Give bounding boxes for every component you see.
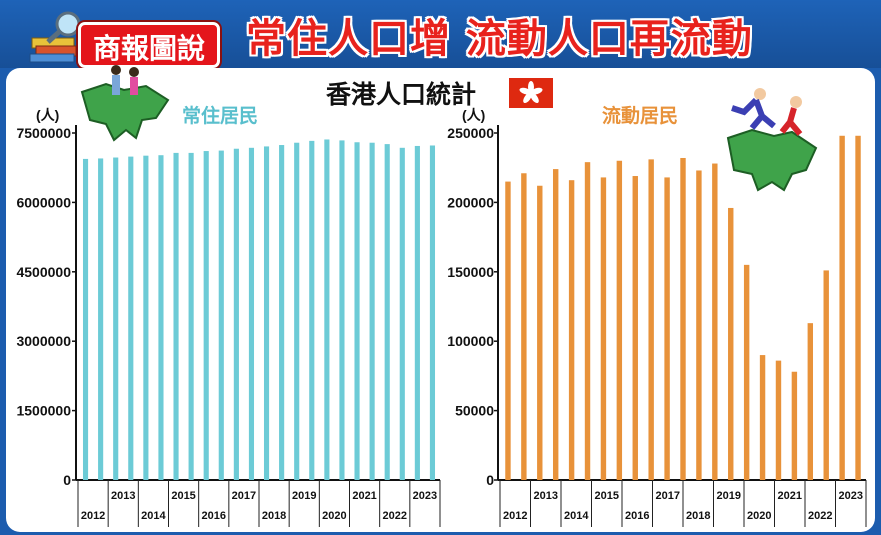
headline: 常住人口增 流動人口再流動	[246, 16, 753, 62]
x-tick-label: 2018	[686, 510, 710, 522]
bar	[98, 158, 104, 481]
y-tick-label: 4500000	[16, 264, 71, 280]
x-tick-label: 2021	[352, 490, 376, 502]
x-tick-label: 2017	[656, 490, 680, 502]
bar	[218, 150, 224, 480]
news-badge-icon	[29, 11, 81, 63]
x-tick-label: 2012	[503, 510, 527, 522]
y-axis-label: (人)	[36, 107, 59, 123]
x-tick-label: 2013	[534, 490, 558, 502]
y-tick-label: 7500000	[16, 125, 71, 141]
x-tick-label: 2014	[141, 510, 166, 522]
y-tick-label: 6000000	[16, 194, 71, 210]
y-axis-label: (人)	[462, 107, 485, 123]
bar	[680, 157, 686, 480]
bar	[807, 323, 814, 480]
y-tick-label: 3000000	[16, 333, 71, 349]
bar	[414, 145, 420, 481]
y-tick-label: 100000	[447, 333, 494, 349]
x-tick-label: 2020	[747, 510, 771, 522]
bar	[233, 148, 239, 481]
bar	[128, 156, 134, 480]
bar	[82, 158, 89, 480]
bar	[584, 162, 591, 480]
bar	[568, 180, 575, 480]
bar	[113, 157, 119, 480]
bar	[309, 140, 315, 480]
bar	[728, 207, 734, 480]
x-tick-label: 2020	[322, 510, 346, 522]
chart-title: 流動居民	[602, 104, 678, 127]
bar	[429, 145, 436, 480]
bar	[839, 135, 845, 480]
bar	[759, 355, 766, 480]
x-tick-label: 2014	[564, 510, 589, 522]
bar	[505, 181, 511, 480]
bar	[173, 152, 179, 481]
bar	[369, 142, 375, 480]
bar	[855, 135, 861, 480]
bar	[203, 151, 209, 480]
x-tick-label: 2015	[595, 490, 619, 502]
bar	[696, 170, 702, 480]
y-tick-label: 0	[486, 472, 494, 488]
bar	[743, 264, 750, 480]
bar	[279, 145, 285, 480]
bar	[537, 185, 543, 480]
x-tick-label: 2018	[262, 510, 286, 522]
bar	[339, 140, 345, 481]
bar	[664, 177, 670, 480]
x-tick-label: 2021	[778, 490, 802, 502]
bar	[248, 147, 255, 480]
bar	[632, 176, 638, 480]
hong-kong-flag-icon	[509, 78, 553, 108]
x-tick-label: 2016	[202, 510, 226, 522]
bar	[188, 152, 194, 481]
bar	[143, 155, 149, 481]
x-tick-label: 2013	[111, 490, 135, 502]
bar	[324, 139, 330, 480]
x-tick-label: 2015	[171, 490, 195, 502]
x-tick-label: 2019	[717, 490, 741, 502]
bar	[616, 160, 623, 480]
bar	[521, 173, 527, 480]
y-tick-label: 250000	[447, 125, 494, 141]
running-figures-icon	[726, 88, 818, 192]
x-tick-label: 2022	[383, 510, 407, 522]
bar	[791, 371, 798, 480]
bar	[648, 159, 654, 480]
bar	[158, 155, 164, 480]
bar	[294, 142, 300, 480]
x-tick-label: 2012	[81, 510, 105, 522]
page-title: 香港人口統計	[326, 80, 477, 109]
x-tick-label: 2016	[625, 510, 649, 522]
x-tick-label: 2017	[232, 490, 256, 502]
bar	[263, 146, 270, 480]
bar	[600, 177, 607, 480]
y-tick-label: 50000	[455, 403, 494, 419]
y-tick-label: 150000	[447, 264, 494, 280]
bar	[775, 360, 782, 480]
bar	[712, 163, 718, 480]
news-badge: 商報圖說	[78, 22, 220, 68]
bar	[354, 142, 360, 480]
x-tick-label: 2023	[839, 490, 863, 502]
x-tick-label: 2023	[413, 490, 437, 502]
map-figures-icon	[80, 65, 170, 142]
badge-label: 商報圖說	[92, 32, 205, 65]
x-tick-label: 2019	[292, 490, 316, 502]
bar	[399, 147, 405, 480]
bar	[384, 144, 390, 480]
chart-title: 常住居民	[182, 104, 258, 127]
y-tick-label: 200000	[447, 194, 494, 210]
y-tick-label: 1500000	[16, 403, 71, 419]
x-tick-label: 2022	[808, 510, 832, 522]
bar	[552, 169, 559, 480]
bar	[823, 270, 829, 480]
y-tick-label: 0	[63, 472, 71, 488]
